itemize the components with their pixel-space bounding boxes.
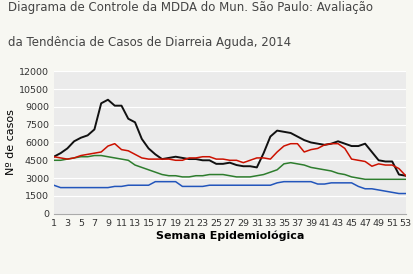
Line: LimSup: LimSup	[54, 144, 405, 176]
2014	[51, 155, 56, 158]
2014	[152, 153, 157, 156]
LimSup	[112, 142, 117, 145]
Mediana	[152, 170, 157, 174]
LimSup	[402, 174, 407, 177]
2014	[402, 174, 407, 177]
LimInf	[402, 192, 407, 195]
2014	[328, 142, 333, 145]
LimInf	[328, 181, 333, 184]
Line: 2014: 2014	[54, 100, 405, 176]
2014	[261, 152, 266, 155]
Mediana	[362, 178, 367, 181]
LimInf	[281, 180, 286, 183]
LimInf	[261, 184, 266, 187]
Line: Mediana: Mediana	[54, 156, 405, 179]
Mediana	[261, 173, 266, 176]
2014	[105, 98, 110, 101]
LimSup	[261, 156, 266, 159]
LimSup	[152, 158, 157, 161]
LimInf	[267, 184, 272, 187]
Mediana	[267, 170, 272, 174]
X-axis label: Semana Epidemiológica: Semana Epidemiológica	[155, 230, 303, 241]
LimSup	[281, 144, 286, 148]
LimInf	[146, 184, 151, 187]
Text: Diagrama de Controle da MDDA do Mun. São Paulo: Avaliação: Diagrama de Controle da MDDA do Mun. São…	[8, 1, 373, 14]
Line: LimInf: LimInf	[54, 182, 405, 193]
Text: da Tendência de Casos de Diarreia Aguda, 2014: da Tendência de Casos de Diarreia Aguda,…	[8, 36, 291, 48]
LimInf	[287, 180, 292, 183]
2014	[281, 130, 286, 133]
Mediana	[92, 154, 97, 157]
LimSup	[51, 155, 56, 158]
LimInf	[152, 180, 157, 183]
LimInf	[396, 192, 401, 195]
LimSup	[328, 142, 333, 145]
2014	[267, 135, 272, 138]
Mediana	[281, 162, 286, 165]
LimInf	[51, 184, 56, 187]
LimSup	[267, 158, 272, 161]
Y-axis label: Nº de casos: Nº de casos	[6, 110, 16, 175]
LimSup	[368, 165, 373, 168]
Mediana	[328, 169, 333, 173]
Mediana	[287, 161, 292, 164]
Mediana	[402, 178, 407, 181]
Mediana	[51, 159, 56, 162]
2014	[368, 150, 373, 154]
